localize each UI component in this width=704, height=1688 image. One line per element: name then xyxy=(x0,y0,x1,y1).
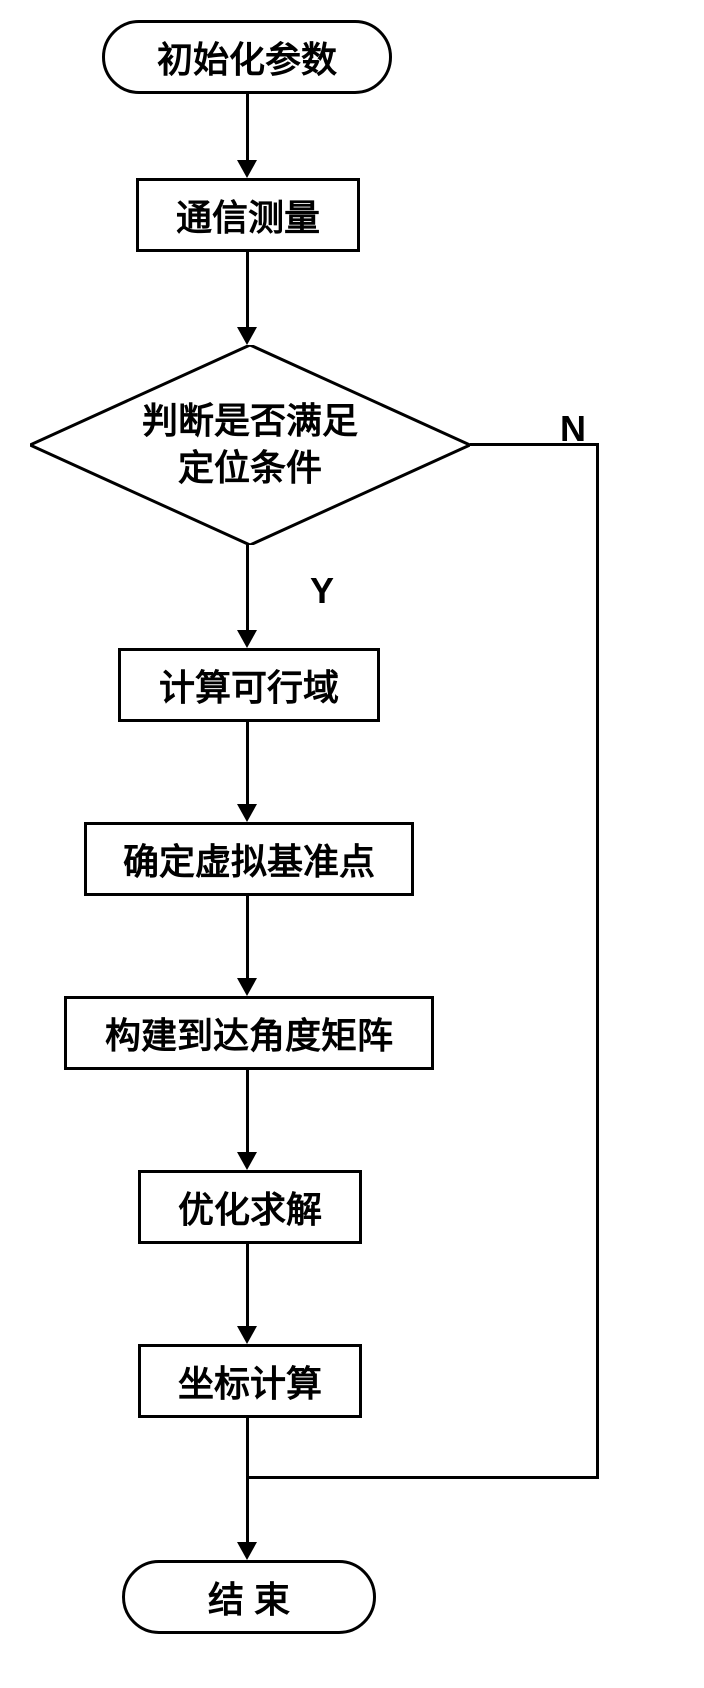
step6-label: 坐标计算 xyxy=(178,1355,322,1407)
arrow-line xyxy=(246,896,249,978)
bypass-line-v xyxy=(596,443,599,1478)
step1-label: 通信测量 xyxy=(176,189,320,241)
arrow-head xyxy=(237,1152,257,1170)
step2-node: 计算可行域 xyxy=(118,648,380,722)
step3-node: 确定虚拟基准点 xyxy=(84,822,414,896)
arrow-head xyxy=(237,327,257,345)
decision-text: 判断是否满足 定位条件 xyxy=(142,398,358,492)
decision-label-line2: 定位条件 xyxy=(142,445,358,492)
step3-label: 确定虚拟基准点 xyxy=(123,833,375,885)
step6-node: 坐标计算 xyxy=(138,1344,362,1418)
yes-label-text: Y xyxy=(310,570,334,611)
step2-label: 计算可行域 xyxy=(159,659,339,711)
bypass-line-h1 xyxy=(470,443,598,446)
start-label: 初始化参数 xyxy=(157,31,337,83)
end-node: 结 束 xyxy=(122,1560,376,1634)
arrow-line xyxy=(246,1244,249,1326)
decision-node: 判断是否满足 定位条件 xyxy=(30,345,470,545)
arrow-line xyxy=(246,252,249,327)
arrow-head xyxy=(237,978,257,996)
step1-node: 通信测量 xyxy=(136,178,360,252)
step4-node: 构建到达角度矩阵 xyxy=(64,996,434,1070)
bypass-line-h2 xyxy=(249,1476,599,1479)
end-label: 结 束 xyxy=(208,1571,290,1623)
arrow-head xyxy=(237,1542,257,1560)
step5-label: 优化求解 xyxy=(178,1181,322,1233)
arrow-head xyxy=(237,804,257,822)
arrow-head xyxy=(237,630,257,648)
decision-label-line1: 判断是否满足 xyxy=(142,398,358,445)
step4-label: 构建到达角度矩阵 xyxy=(105,1007,393,1059)
arrow-head xyxy=(237,1326,257,1344)
start-node: 初始化参数 xyxy=(102,20,392,94)
arrow-line xyxy=(246,545,249,630)
flowchart-container: 初始化参数 通信测量 判断是否满足 定位条件 Y 计算可行域 确定虚拟基准点 xyxy=(0,0,704,1688)
arrow-line xyxy=(246,1070,249,1152)
step5-node: 优化求解 xyxy=(138,1170,362,1244)
arrow-line xyxy=(246,94,249,160)
arrow-line xyxy=(246,722,249,804)
yes-label: Y xyxy=(310,570,334,612)
arrow-line xyxy=(246,1418,249,1542)
arrow-head xyxy=(237,160,257,178)
